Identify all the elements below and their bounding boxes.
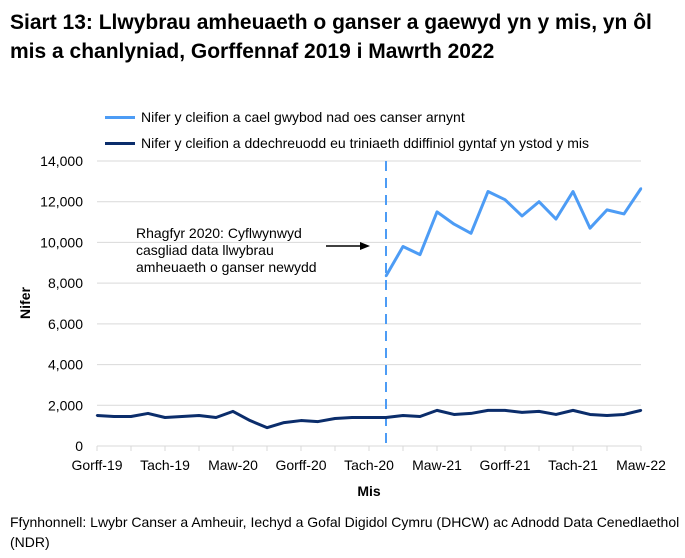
annotation-text: amheuaeth o ganser newydd [136,259,317,275]
data-point [588,226,592,230]
data-point [384,416,388,419]
legend-label: Nifer y cleifion a cael gwybod nad oes c… [141,109,465,125]
x-tick-label: Gorff-21 [479,457,530,473]
data-point [299,419,303,422]
data-point [554,217,558,221]
data-point [435,210,439,214]
data-point [503,198,507,201]
data-point [418,415,422,418]
annotation-text: Rhagfyr 2020: Cyflwynwyd [136,225,302,241]
y-tick-label: 10,000 [40,234,83,250]
data-point [95,414,99,417]
data-point [129,415,133,418]
data-point [520,214,524,218]
x-tick-label: Maw-20 [208,457,258,473]
data-point [639,187,643,190]
data-point [214,416,218,419]
y-axis-title: Nifer [17,287,33,319]
data-point [571,409,575,412]
data-point [180,415,184,418]
data-point [469,232,473,235]
data-point [146,412,150,415]
data-point [401,414,405,417]
x-tick-label: Tach-19 [140,457,190,473]
data-point [367,416,371,419]
data-point [384,274,388,278]
data-point [639,409,643,412]
data-point [486,190,490,193]
x-tick-label: Maw-21 [412,457,462,473]
x-tick-label: Tach-21 [548,457,598,473]
data-point [112,415,116,418]
data-point [197,414,201,417]
data-point [452,222,456,226]
series-line-1 [96,408,642,430]
y-tick-label: 8,000 [48,275,83,291]
data-point [265,426,269,429]
data-point [588,413,592,416]
data-point [571,190,575,193]
data-point [452,413,456,416]
legend-swatch [105,115,135,119]
annotation-arrowhead [360,242,370,250]
x-tick-label: Tach-20 [344,457,394,473]
data-point [605,414,609,417]
data-point [350,416,354,419]
data-point [163,416,167,419]
y-tick-label: 14,000 [40,153,83,169]
data-point [231,410,235,413]
series-line-0 [384,187,643,277]
data-point [520,411,524,414]
legend-item-no-cancer: Nifer y cleifion a cael gwybod nad oes c… [105,109,465,125]
data-point [401,245,405,248]
data-point [537,410,541,413]
data-point [537,200,541,203]
annotation-text: casgliad data llwybrau [136,242,274,258]
data-point [316,420,320,423]
data-point [554,413,558,416]
data-point [503,409,507,412]
y-tick-label: 6,000 [48,316,83,332]
source-note: Ffynhonnell: Lwybr Canser a Amheuir, Iec… [10,514,680,550]
data-point [248,419,252,422]
data-point [418,253,422,256]
chart-title: Siart 13: Llwybrau amheuaeth o ganser a … [10,11,652,63]
y-tick-label: 0 [75,438,83,454]
data-point [435,409,439,412]
x-axis-title: Mis [357,483,381,499]
data-point [469,412,473,415]
x-tick-label: Maw-22 [616,457,666,473]
data-point [333,417,337,420]
data-point [622,212,626,216]
data-point [486,409,490,412]
y-tick-label: 12,000 [40,194,83,210]
x-tick-label: Gorff-20 [275,457,326,473]
legend-label: Nifer y cleifion a ddechreuodd eu trinia… [141,135,589,151]
data-point [605,208,609,212]
x-tick-label: Gorff-19 [71,457,122,473]
data-point [282,421,286,424]
y-tick-label: 2,000 [48,397,83,413]
legend-item-treatment: Nifer y cleifion a ddechreuodd eu trinia… [105,135,589,151]
y-tick-label: 4,000 [48,357,83,373]
legend-swatch [105,141,135,145]
data-point [622,413,626,416]
